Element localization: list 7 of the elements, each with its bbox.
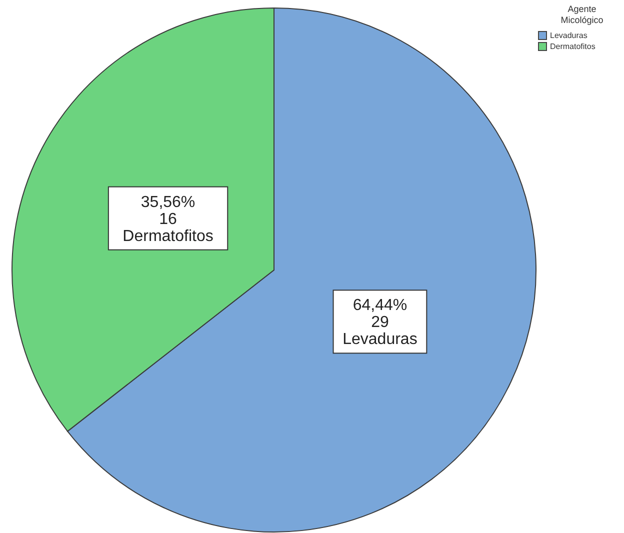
data-label: 64,44% 29	[352, 297, 408, 332]
data-label: 35,56% 16	[140, 194, 196, 228]
slice-label: Dermatofitos	[122, 228, 214, 245]
legend-label: Levaduras	[550, 30, 588, 40]
legend-title: Agente Micológico	[560, 4, 604, 26]
slice-label: Levaduras	[342, 331, 418, 348]
legend-label: Dermatofitos	[550, 42, 596, 52]
